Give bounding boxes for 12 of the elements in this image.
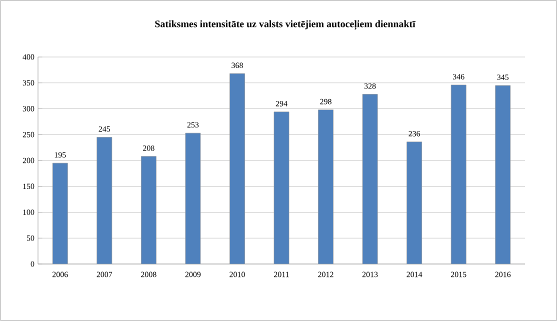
bar bbox=[362, 94, 378, 264]
bar bbox=[140, 156, 156, 264]
bar bbox=[230, 73, 245, 264]
bar bbox=[274, 112, 290, 264]
bar bbox=[185, 132, 201, 264]
bar bbox=[96, 137, 112, 264]
bar bbox=[318, 110, 334, 264]
bar bbox=[450, 84, 466, 264]
bar bbox=[495, 85, 511, 264]
bar bbox=[406, 142, 422, 264]
bar bbox=[52, 162, 68, 264]
chart-title: Satiksmes intensitāte uz valsts vietējiem autoceļiem diennaktī bbox=[155, 20, 416, 30]
